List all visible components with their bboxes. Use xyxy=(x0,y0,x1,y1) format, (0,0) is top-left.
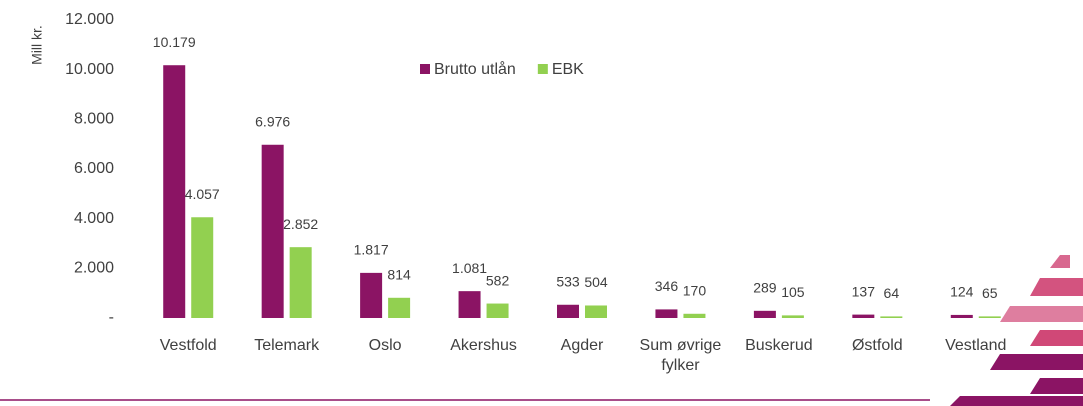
decoration xyxy=(950,255,1083,406)
bar xyxy=(852,314,875,318)
y-tick-label: 2.000 xyxy=(74,260,114,277)
legend-label: Brutto utlån xyxy=(434,60,516,78)
bar xyxy=(557,304,579,318)
data-label: 4.057 xyxy=(185,186,220,202)
data-label: 582 xyxy=(486,272,510,288)
data-label: 1.081 xyxy=(452,260,487,276)
bar xyxy=(950,314,973,318)
legend-swatch xyxy=(537,64,548,74)
bar xyxy=(261,144,284,318)
bar xyxy=(655,309,678,318)
data-label: 2.852 xyxy=(283,216,318,232)
data-label: 65 xyxy=(982,285,998,301)
data-label: 533 xyxy=(556,273,580,289)
y-tick-label: - xyxy=(109,309,114,326)
x-tick-label: Sum øvrige fylker xyxy=(639,337,722,374)
data-label: 814 xyxy=(387,266,411,282)
data-label: 6.976 xyxy=(255,113,290,129)
bar xyxy=(683,313,706,318)
bar xyxy=(978,316,1001,318)
bar xyxy=(388,297,411,318)
legend-label: EBK xyxy=(552,61,584,78)
x-tick-label: Vestfold xyxy=(159,337,217,354)
data-label: 346 xyxy=(655,278,679,294)
y-tick-label: 8.000 xyxy=(74,111,114,128)
bar xyxy=(191,217,214,318)
bar xyxy=(880,316,903,318)
y-tick-label: 10.000 xyxy=(65,61,114,78)
bar xyxy=(289,247,312,318)
y-axis-label: Mill kr. xyxy=(29,25,45,65)
bar xyxy=(585,305,607,318)
bar xyxy=(753,310,776,318)
bar xyxy=(486,303,509,318)
x-tick-label: Vestland xyxy=(945,337,1007,354)
y-tick-label: 12.000 xyxy=(65,11,114,28)
bar xyxy=(781,315,804,318)
data-label: 10.179 xyxy=(153,34,196,50)
x-tick-label: Agder xyxy=(560,337,604,354)
y-tick-label: 6.000 xyxy=(74,160,114,177)
x-tick-label: Buskerud xyxy=(745,337,813,354)
data-label: 105 xyxy=(781,284,805,300)
data-label: 124 xyxy=(950,284,974,300)
data-label: 64 xyxy=(884,285,900,301)
legend-swatch xyxy=(420,64,430,74)
x-tick-label: Telemark xyxy=(254,337,320,354)
data-label: 137 xyxy=(852,283,876,299)
x-tick-label: Oslo xyxy=(368,337,402,354)
data-label: 1.817 xyxy=(354,242,389,258)
bar xyxy=(163,65,186,318)
data-label: 289 xyxy=(753,280,777,296)
bar xyxy=(458,291,481,318)
x-tick-label: Østfold xyxy=(851,337,903,354)
x-tick-label: Akershus xyxy=(450,337,517,354)
data-label: 504 xyxy=(584,274,608,290)
data-label: 170 xyxy=(683,282,707,298)
bar xyxy=(360,272,383,318)
y-tick-label: 4.000 xyxy=(74,210,114,227)
